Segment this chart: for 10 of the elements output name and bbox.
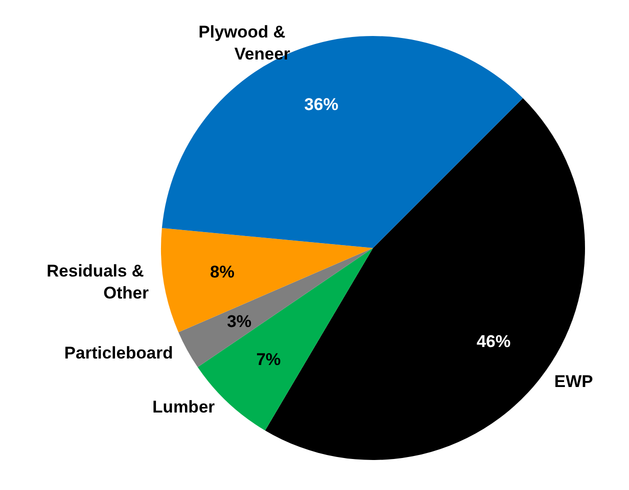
slice-label: Particleboard <box>64 344 173 363</box>
slice-label: Plywood & Veneer <box>198 22 291 64</box>
slice-label: Lumber <box>152 397 216 416</box>
slice-label: Residuals & Other <box>46 262 150 303</box>
data-label: 8% <box>210 262 235 282</box>
data-label: 36% <box>304 94 338 114</box>
data-label: 46% <box>476 332 511 352</box>
data-label: 7% <box>256 350 281 369</box>
slice-label: EWP <box>554 372 593 392</box>
data-label: 3% <box>226 312 252 332</box>
